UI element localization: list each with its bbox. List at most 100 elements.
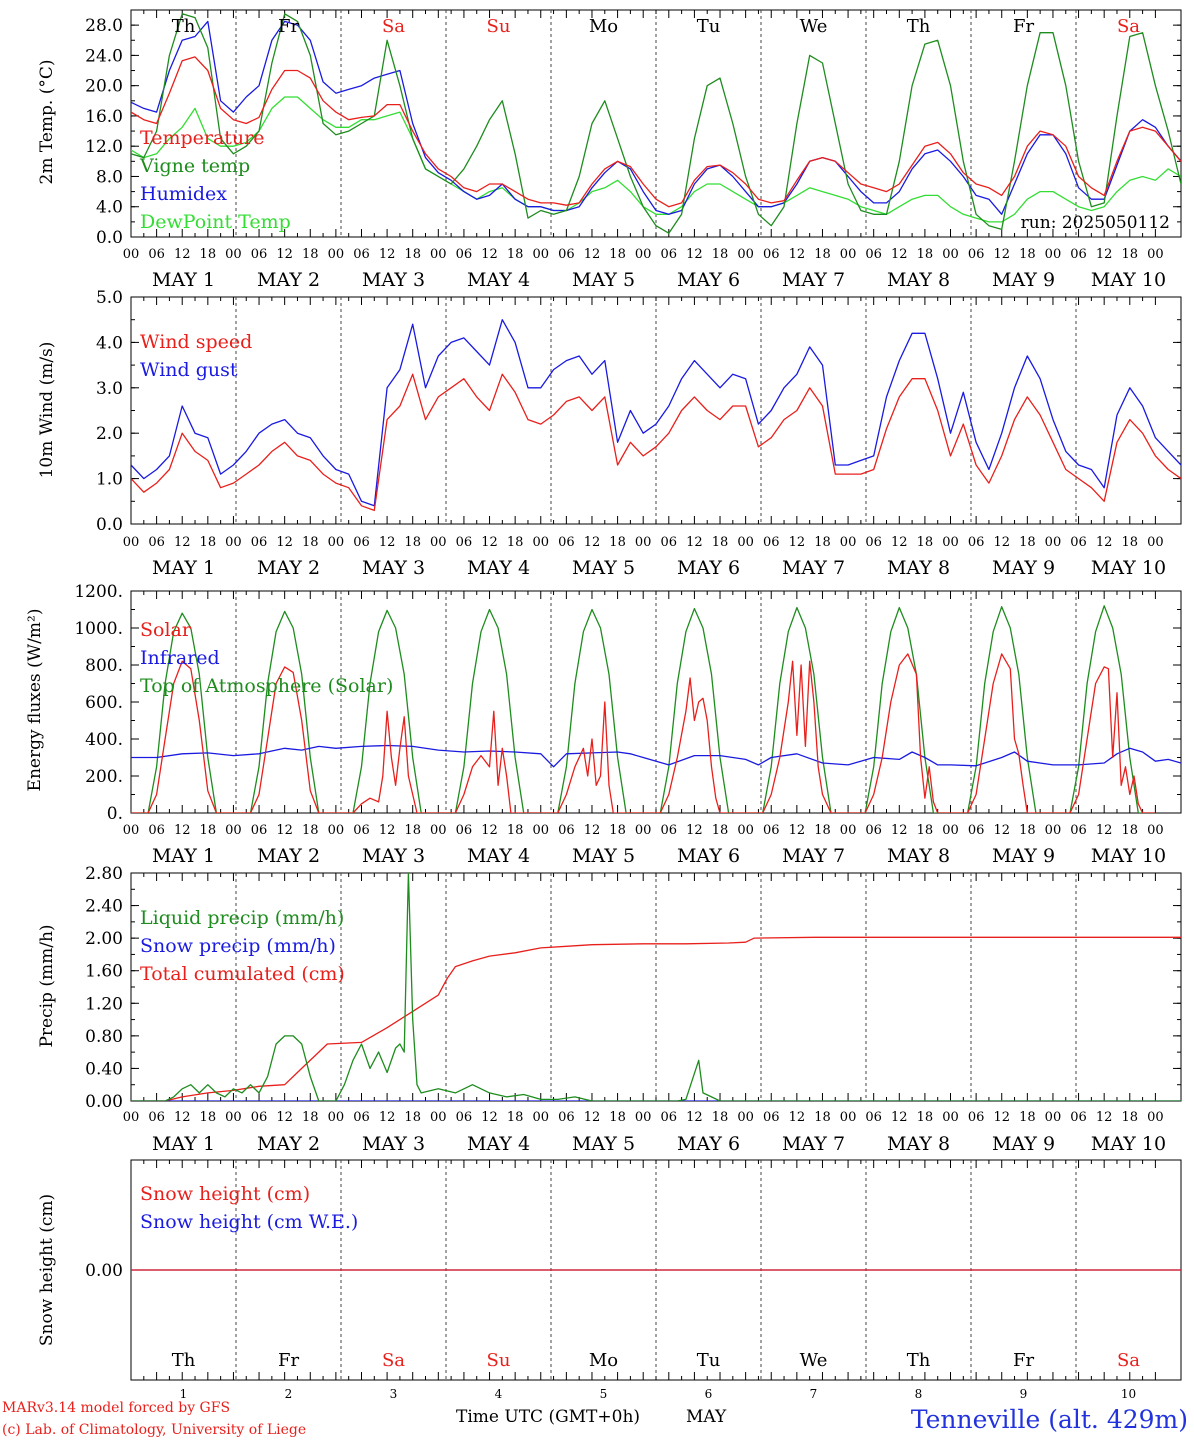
hour-label: 00 — [532, 535, 549, 550]
hour-label: 12 — [891, 823, 908, 838]
hour-label: 06 — [763, 1110, 780, 1125]
hour-label: 00 — [635, 247, 652, 262]
y-tick-label: 0.0 — [96, 515, 123, 535]
hour-label: 18 — [404, 823, 421, 838]
hour-label: 18 — [917, 247, 934, 262]
date-label: MAY 7 — [782, 557, 845, 579]
hour-label: 18 — [200, 823, 217, 838]
hour-label: 00 — [328, 247, 345, 262]
hour-label: 06 — [661, 1110, 678, 1125]
hour-label: 00 — [737, 535, 754, 550]
series-line-total-cumulated-cm — [131, 936, 1181, 1101]
hour-label: 18 — [814, 247, 831, 262]
hour-label: 18 — [1122, 535, 1139, 550]
y-tick-label: 0.00 — [85, 1092, 123, 1112]
hour-label: 06 — [968, 247, 985, 262]
hour-label: 06 — [763, 535, 780, 550]
date-label: MAY 4 — [467, 269, 530, 291]
date-label: MAY 9 — [992, 269, 1055, 291]
hour-label: 06 — [148, 1110, 165, 1125]
hour-label: 00 — [840, 247, 857, 262]
weekday-label: Mo — [589, 1350, 618, 1371]
hour-label: 06 — [558, 1110, 575, 1125]
series-line-top-of-atmosphere-solar — [131, 605, 1156, 813]
date-label: MAY 7 — [782, 269, 845, 291]
y-tick-label: 0.0 — [96, 228, 123, 248]
weekday-label: Th — [907, 16, 931, 37]
hour-label: 18 — [1019, 823, 1036, 838]
hour-label: 18 — [404, 247, 421, 262]
hour-label: 12 — [379, 823, 396, 838]
date-label: MAY 10 — [1091, 1133, 1166, 1155]
legend-entry: Top of Atmosphere (Solar) — [140, 675, 393, 697]
hour-label: 12 — [584, 1110, 601, 1125]
legend-entry: Snow height (cm W.E.) — [140, 1211, 358, 1233]
hour-label: 06 — [865, 247, 882, 262]
hour-label: 00 — [225, 535, 242, 550]
hour-label: 18 — [507, 1110, 524, 1125]
y-tick-label: 1.0 — [96, 470, 123, 490]
legend-entry: Wind speed — [140, 331, 252, 353]
series-line-wind-gust — [131, 319, 1181, 507]
weekday-label: Fr — [1013, 1350, 1034, 1371]
hour-label: 06 — [456, 823, 473, 838]
hour-label: 12 — [481, 823, 498, 838]
hour-label: 00 — [328, 1110, 345, 1125]
time-axis-title: Time UTC (GMT+0h) — [456, 1407, 640, 1427]
hour-label: 12 — [379, 247, 396, 262]
day-number-label: 1 — [180, 1387, 188, 1401]
y-tick-label: 8.0 — [96, 167, 123, 187]
y-tick-label: 200. — [85, 767, 123, 787]
hour-label: 18 — [200, 535, 217, 550]
date-label: MAY 8 — [887, 1133, 950, 1155]
hour-label: 00 — [1147, 823, 1164, 838]
date-label: MAY 2 — [257, 845, 320, 867]
hour-label: 00 — [737, 823, 754, 838]
hour-label: 18 — [507, 823, 524, 838]
hour-label: 18 — [712, 1110, 729, 1125]
y-tick-label: 5.0 — [96, 288, 123, 308]
hour-label: 06 — [1070, 1110, 1087, 1125]
hour-label: 18 — [712, 247, 729, 262]
hour-label: 06 — [353, 823, 370, 838]
hour-label: 18 — [404, 535, 421, 550]
hour-label: 00 — [737, 1110, 754, 1125]
hour-label: 00 — [328, 823, 345, 838]
date-label: MAY 2 — [257, 1133, 320, 1155]
panel-5: 0.00 Snow height (cm) Snow height (cm) Snow… — [37, 1159, 1182, 1401]
credit-line-1: MARv3.14 model forced by GFS — [2, 1400, 230, 1416]
date-label: MAY 1 — [152, 557, 215, 579]
date-label: MAY 6 — [677, 1133, 740, 1155]
legend-entry: Snow precip (mm/h) — [140, 935, 336, 957]
hour-label: 18 — [609, 1110, 626, 1125]
hour-label: 00 — [635, 1110, 652, 1125]
hour-label: 18 — [1122, 247, 1139, 262]
hour-label: 12 — [174, 535, 191, 550]
date-label: MAY 8 — [887, 557, 950, 579]
hour-label: 12 — [993, 1110, 1010, 1125]
hour-label: 06 — [661, 823, 678, 838]
hour-label: 06 — [148, 823, 165, 838]
hour-label: 06 — [251, 247, 268, 262]
hour-label: 06 — [456, 1110, 473, 1125]
hour-label: 18 — [917, 823, 934, 838]
y-tick-label: 2.80 — [85, 864, 123, 884]
y-tick-label: 20.0 — [85, 77, 123, 97]
hour-label: 12 — [789, 1110, 806, 1125]
weekday-label: We — [800, 16, 828, 37]
series-group — [131, 13, 1181, 234]
hour-label: 06 — [968, 535, 985, 550]
date-label: MAY 2 — [257, 269, 320, 291]
hour-label: 12 — [174, 247, 191, 262]
series-line-vigne-temp — [131, 13, 1181, 234]
weekday-label: Fr — [278, 16, 299, 37]
weekday-label: Tu — [697, 16, 721, 37]
date-label: MAY 7 — [782, 845, 845, 867]
hour-label: 00 — [737, 247, 754, 262]
hour-label: 18 — [1019, 535, 1036, 550]
series-line-infrared — [131, 744, 1181, 768]
hour-label: 06 — [558, 535, 575, 550]
date-label: MAY 6 — [677, 557, 740, 579]
hour-label: 00 — [1045, 535, 1062, 550]
